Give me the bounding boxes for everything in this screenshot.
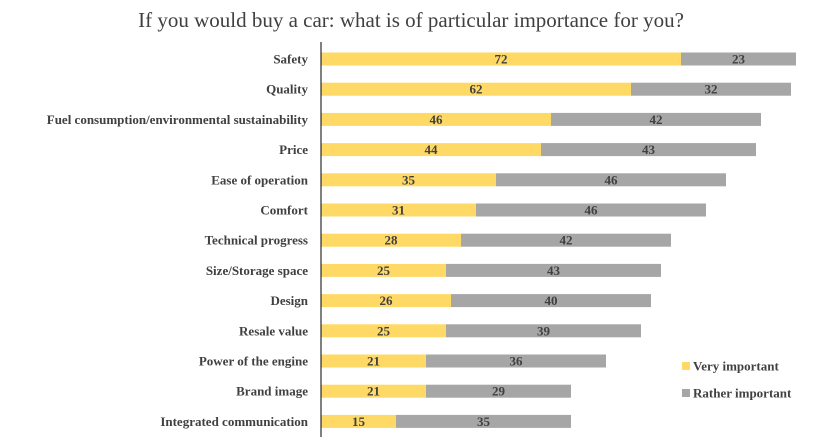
- bar-rather-important: [446, 263, 661, 277]
- bar-rather-important: [461, 233, 671, 247]
- data-label: 21: [367, 354, 380, 369]
- data-label: 21: [367, 384, 380, 399]
- data-label: 29: [492, 384, 506, 399]
- bar-very-important: [321, 263, 446, 277]
- bar-very-important: [321, 233, 461, 247]
- data-label: 46: [585, 203, 599, 218]
- chart-title: If you would buy a car: what is of parti…: [138, 8, 684, 32]
- category-label: Resale value: [239, 323, 308, 338]
- bar-very-important: [321, 414, 396, 428]
- bar-very-important: [321, 143, 541, 157]
- category-label: Comfort: [260, 203, 308, 218]
- legend-swatch: [682, 389, 690, 397]
- data-label: 25: [377, 323, 391, 338]
- bar-rather-important: [631, 82, 791, 96]
- category-label: Safety: [273, 52, 308, 67]
- data-label: 28: [385, 233, 399, 248]
- category-label: Quality: [266, 82, 308, 97]
- data-label: 26: [380, 293, 394, 308]
- bar-very-important: [321, 112, 551, 126]
- data-label: 40: [545, 293, 558, 308]
- data-label: 39: [537, 323, 551, 338]
- data-label: 23: [732, 52, 746, 67]
- data-label: 43: [642, 142, 656, 157]
- data-label: 46: [430, 112, 444, 127]
- bar-rather-important: [476, 203, 706, 217]
- data-label: 35: [402, 172, 416, 187]
- bar-very-important: [321, 384, 426, 398]
- data-label: 35: [477, 414, 491, 429]
- category-label: Price: [279, 142, 308, 157]
- data-label: 25: [377, 263, 391, 278]
- category-label: Fuel consumption/environmental sustainab…: [47, 112, 309, 127]
- category-label: Brand image: [236, 384, 308, 399]
- category-label: Ease of operation: [211, 172, 309, 187]
- bar-rather-important: [426, 384, 571, 398]
- bar-very-important: [321, 82, 631, 96]
- bar-very-important: [321, 203, 476, 217]
- legend-label: Rather important: [693, 386, 792, 401]
- data-label: 32: [705, 82, 718, 97]
- bar-very-important: [321, 324, 446, 338]
- bar-very-important: [321, 52, 681, 66]
- bar-rather-important: [446, 324, 641, 338]
- bar-very-important: [321, 354, 426, 368]
- data-label: 36: [510, 354, 524, 369]
- bar-rather-important: [451, 294, 651, 308]
- bar-rather-important: [426, 354, 606, 368]
- data-label: 42: [650, 112, 663, 127]
- category-label: Technical progress: [205, 233, 308, 248]
- bar-rather-important: [496, 173, 726, 187]
- bars-layer: Safety 72 23 Quality 62 32 Fuel consumption/en…: [47, 52, 796, 429]
- bar-very-important: [321, 294, 451, 308]
- data-label: 43: [547, 263, 561, 278]
- bar-very-important: [321, 173, 496, 187]
- legend: Very important Rather important: [682, 359, 792, 401]
- category-label: Power of the engine: [199, 354, 308, 369]
- category-label: Integrated communication: [160, 414, 308, 429]
- data-label: 62: [470, 82, 483, 97]
- data-label: 44: [425, 142, 439, 157]
- data-label: 31: [392, 203, 405, 218]
- data-label: 72: [495, 52, 508, 67]
- bar-rather-important: [541, 143, 756, 157]
- category-label: Design: [270, 293, 308, 308]
- bar-rather-important: [551, 112, 761, 126]
- bar-rather-important: [681, 52, 796, 66]
- legend-label: Very important: [693, 359, 779, 374]
- bar-rather-important: [396, 414, 571, 428]
- data-label: 42: [560, 233, 573, 248]
- data-label: 46: [605, 172, 619, 187]
- legend-swatch: [682, 362, 690, 370]
- data-label: 15: [352, 414, 366, 429]
- category-label: Size/Storage space: [206, 263, 308, 278]
